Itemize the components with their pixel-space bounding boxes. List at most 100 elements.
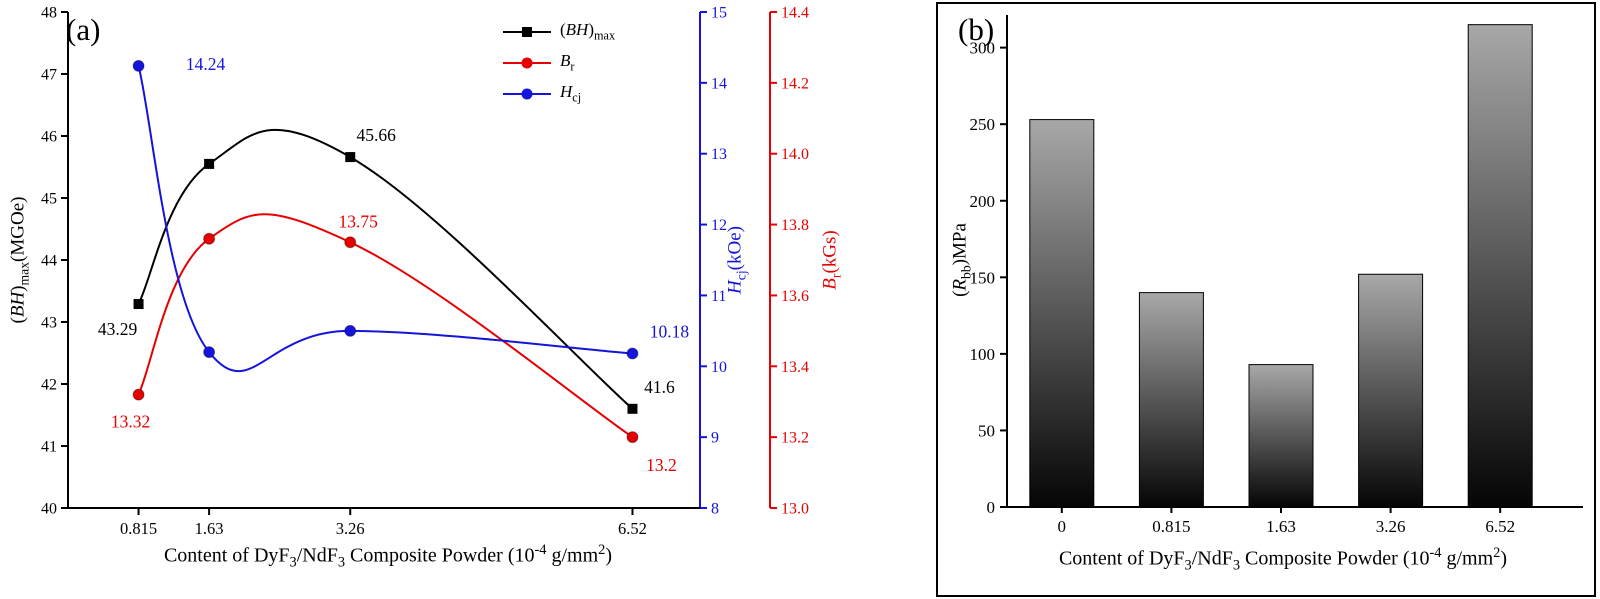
text-segment: 2 [1493, 545, 1501, 561]
tick-label: 6.52 [1485, 517, 1515, 536]
panel-a-x-axis-title: Content of DyF3/NdF3 Composite Powder (1… [164, 542, 612, 572]
tick-label: 14.0 [781, 146, 809, 163]
legend-label: Hcj [560, 82, 581, 105]
tick-label: 10 [711, 359, 727, 376]
tick-label: 13.2 [781, 430, 809, 447]
point-label: 14.24 [186, 54, 226, 74]
text-segment: ( [560, 19, 566, 39]
bhmax-axis-title: (BH)max(MGOe) [8, 197, 33, 324]
legend-point [522, 26, 532, 37]
legend-point [521, 88, 533, 99]
text-segment: ) [605, 544, 613, 567]
text-segment: H [724, 280, 746, 294]
legend-marker [503, 57, 551, 68]
text-segment: 3 [1232, 557, 1241, 574]
text-segment: ) [1500, 547, 1508, 570]
text-segment: Content of DyF [1058, 547, 1185, 570]
legend-item: (BH)max [503, 16, 615, 47]
tick-label: 3.26 [336, 519, 365, 538]
tick-label: 0.815 [120, 519, 157, 538]
text-segment: -4 [534, 542, 547, 558]
legend-marker [503, 26, 551, 37]
tick-label: 47 [41, 67, 57, 84]
data-point [627, 403, 638, 414]
tick-label: 45 [41, 191, 57, 208]
tick-label: 11 [711, 288, 726, 305]
text-segment: Composite Powder (10 [345, 544, 535, 567]
legend-item: Br [503, 47, 615, 78]
rbb-axis-title: (Rbb)MPa [950, 223, 975, 297]
tick-label: 1.63 [195, 519, 224, 538]
text-segment: (MGOe) [7, 196, 29, 262]
tick-label: 14.2 [781, 75, 809, 92]
bar [1029, 119, 1095, 508]
tick-label: 9 [711, 430, 719, 447]
data-point [132, 59, 145, 72]
tick-label: 0.815 [1152, 517, 1190, 536]
tick-label: 300 [970, 39, 996, 58]
data-point [133, 299, 144, 310]
tick-label: 100 [970, 345, 996, 364]
panel-a-label: (a) [66, 12, 101, 47]
bar [1358, 273, 1424, 508]
data-point [203, 346, 216, 359]
tick-label: 13.4 [781, 359, 809, 376]
tick-label: 150 [970, 268, 996, 287]
data-point [344, 236, 357, 249]
legend-marker [503, 88, 551, 99]
text-segment: cj [733, 270, 749, 281]
text-segment: Composite Powder (10 [1240, 547, 1430, 570]
bar-chart: 0 50 100 150 200 250 300 0 0.815 1.63 3.26 6.52 [970, 15, 1583, 536]
panel-a: 40 41 42 43 44 45 46 47 48 8 9 10 11 12 13 14 15 13.0 13.2… [8, 5, 844, 572]
tick-label: 41 [41, 439, 57, 456]
tick-label: 6.52 [618, 519, 647, 538]
text-segment: H [560, 81, 573, 101]
tick-label: 3.26 [1376, 517, 1406, 536]
text-segment: B [560, 50, 571, 70]
text-segment: g/mm [546, 544, 599, 567]
bar [1248, 364, 1314, 508]
data-point [626, 431, 639, 444]
tick-label: 50 [978, 421, 995, 440]
series-line [137, 213, 634, 438]
point-label: 13.32 [111, 412, 150, 432]
tick-label: 13.0 [781, 501, 809, 518]
text-segment: bb [958, 265, 974, 279]
text-segment: max [594, 28, 616, 43]
text-segment: ) [7, 285, 29, 292]
legend-label: Br [560, 51, 574, 74]
tick-label: 48 [41, 5, 57, 22]
text-segment: max [16, 261, 32, 286]
point-label: 45.66 [357, 125, 397, 145]
tick-label: 46 [41, 129, 57, 146]
text-segment: 2 [598, 542, 606, 558]
tick-label: 250 [970, 115, 996, 134]
text-segment: )MPa [949, 223, 971, 266]
text-segment: BH [565, 19, 589, 39]
tick-label: 0 [987, 498, 996, 517]
tick-label: 40 [41, 501, 57, 518]
text-segment: -4 [1429, 545, 1442, 561]
legend-point [521, 57, 533, 68]
text-segment: /NdF [1191, 547, 1233, 570]
tick-label: 13 [711, 146, 727, 163]
data-point [132, 388, 145, 401]
text-segment: r [828, 273, 844, 279]
bar [1138, 292, 1204, 508]
tick-label: 44 [41, 253, 57, 270]
data-point [203, 232, 216, 245]
tick-label: 12 [711, 217, 727, 234]
panel-b: 0 50 100 150 200 250 300 0 0.815 1.63 3.26 6.52 (b)… [936, 2, 1596, 597]
text-segment: g/mm [1441, 547, 1494, 570]
text-segment: ( [949, 290, 971, 297]
text-segment: cj [572, 90, 582, 105]
point-label: 13.75 [339, 211, 379, 231]
data-point [626, 347, 639, 360]
text-segment: B [819, 278, 841, 290]
hcj-axis-title: Hcj(kOe) [725, 226, 750, 294]
text-segment: 3 [1184, 557, 1192, 574]
tick-label: 8 [711, 501, 719, 518]
tick-label: 42 [41, 377, 57, 394]
tick-label: 14.4 [781, 5, 809, 22]
